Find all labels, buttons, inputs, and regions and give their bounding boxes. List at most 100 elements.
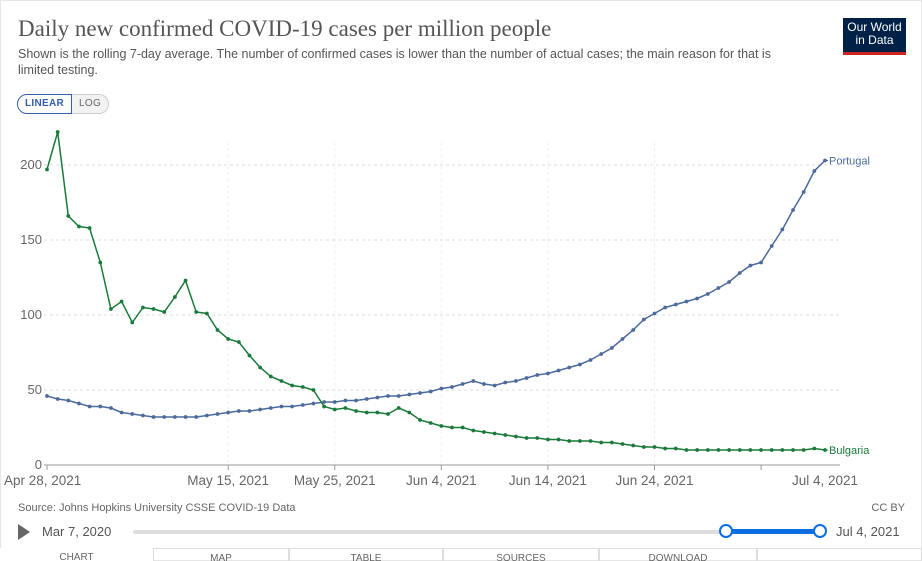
bulgaria-data-point <box>162 310 167 314</box>
timeline-end-label: Jul 4, 2021 <box>836 524 900 539</box>
bulgaria-data-point <box>354 409 358 413</box>
portugal-data-point <box>567 365 572 370</box>
bulgaria-data-point <box>172 295 177 299</box>
portugal-data-point <box>652 311 657 316</box>
portugal-data-point <box>428 389 433 394</box>
bulgaria-data-point <box>66 214 71 218</box>
bulgaria-data-point <box>343 406 348 410</box>
portugal-data-point <box>535 373 540 377</box>
chart-subtitle: Shown is the rolling 7-day average. The … <box>18 47 771 77</box>
bulgaria-data-point <box>418 418 422 422</box>
owid-logo[interactable]: Our World in Data <box>843 18 906 55</box>
bulgaria-data-point <box>748 448 753 452</box>
tab-table[interactable]: TABLE <box>289 548 443 561</box>
bulgaria-data-point <box>194 310 199 314</box>
bulgaria-data-point <box>641 445 646 449</box>
bulgaria-data-point <box>322 404 326 409</box>
portugal-data-point <box>641 317 646 322</box>
portugal-data-point <box>183 415 188 419</box>
tab-map[interactable]: MAP <box>153 548 289 561</box>
tab-chart[interactable]: CHART <box>0 548 153 561</box>
bulgaria-data-point <box>663 446 668 451</box>
timeline-track[interactable] <box>133 530 821 534</box>
bulgaria-data-point <box>141 305 145 310</box>
portugal-data-point <box>748 263 753 268</box>
portugal-data-point <box>631 328 636 332</box>
portugal-data-point <box>172 415 177 419</box>
bulgaria-data-point <box>631 443 636 448</box>
bulgaria-data-point <box>546 437 550 442</box>
bulgaria-data-point <box>695 448 700 452</box>
bulgaria-data-point <box>247 353 252 358</box>
portugal-data-point <box>695 296 700 301</box>
portugal-series-line <box>46 159 826 418</box>
portugal-data-point <box>812 169 817 173</box>
bulgaria-data-point <box>609 440 614 445</box>
portugal-data-point <box>556 368 561 373</box>
bulgaria-data-point <box>780 448 785 452</box>
bulgaria-data-point <box>87 226 92 230</box>
bulgaria-data-point <box>375 410 380 415</box>
logo-line-1: Our World <box>847 20 902 34</box>
portugal-data-point <box>226 410 231 415</box>
portugal-data-point <box>737 271 742 275</box>
portugal-data-point <box>290 404 295 409</box>
bulgaria-data-point <box>705 448 710 452</box>
portugal-data-point <box>45 394 49 398</box>
bulgaria-data-point <box>620 442 625 446</box>
portugal-data-point <box>588 358 593 362</box>
timeline-end-handle[interactable] <box>813 524 827 538</box>
timeline-start-label: Mar 7, 2020 <box>42 524 112 539</box>
tab-share[interactable] <box>757 548 922 561</box>
portugal-data-point <box>471 379 476 383</box>
bulgaria-data-point <box>55 130 60 134</box>
tab-download[interactable]: DOWNLOAD <box>599 548 757 561</box>
chart-title: Daily new confirmed COVID-19 cases per m… <box>18 16 552 41</box>
portugal-data-point <box>300 403 305 407</box>
portugal-data-point <box>727 280 731 284</box>
play-icon[interactable] <box>18 524 30 540</box>
portugal-data-point <box>759 260 763 265</box>
bulgaria-data-point <box>396 406 401 410</box>
portugal-data-point <box>705 292 710 296</box>
portugal-data-point <box>396 394 401 398</box>
source-note[interactable]: Source: Johns Hopkins University CSSE CO… <box>18 502 296 514</box>
bulgaria-data-point <box>98 260 103 265</box>
bulgaria-data-point <box>45 167 49 172</box>
linear-scale-button[interactable]: LINEAR <box>17 94 73 114</box>
line-chart: 0 50 100 150 200 Apr 28, 2021 May 15, 2021 May … <box>4 130 870 488</box>
portugal-data-point <box>609 346 614 350</box>
portugal-data-point <box>343 398 348 403</box>
bulgaria-data-point <box>311 388 316 392</box>
bulgaria-data-point <box>386 412 390 416</box>
bulgaria-data-point <box>727 448 731 452</box>
portugal-data-point <box>386 394 390 398</box>
x-tick-label: May 15, 2021 <box>187 473 269 488</box>
bulgaria-data-point <box>109 307 113 311</box>
bulgaria-series-line <box>46 131 826 451</box>
bulgaria-data-point <box>290 383 295 388</box>
bulgaria-data-point <box>279 379 284 383</box>
tab-sources[interactable]: SOURCES <box>443 548 599 561</box>
bulgaria-data-point <box>812 446 817 451</box>
portugal-data-point <box>439 386 444 391</box>
portugal-data-point <box>577 362 582 367</box>
bulgaria-data-point <box>77 224 81 229</box>
portugal-data-point <box>801 190 806 194</box>
portugal-data-point <box>791 208 795 212</box>
portugal-data-point <box>162 415 167 419</box>
portugal-data-point <box>194 415 199 419</box>
portugal-data-point <box>769 244 774 248</box>
bulgaria-data-point <box>332 407 337 412</box>
portugal-data-point <box>503 380 508 385</box>
timeline-start-handle[interactable] <box>719 524 733 538</box>
portugal-data-point <box>332 400 337 404</box>
license-link[interactable]: CC BY <box>871 502 905 514</box>
log-scale-button[interactable]: LOG <box>72 94 110 114</box>
bulgaria-data-point <box>236 340 241 344</box>
portugal-data-point <box>418 391 422 395</box>
x-tick-label: Jun 14, 2021 <box>509 473 587 488</box>
bulgaria-data-point <box>588 439 593 443</box>
x-tick-label: Jun 24, 2021 <box>615 473 693 488</box>
bulgaria-data-point <box>300 385 305 389</box>
